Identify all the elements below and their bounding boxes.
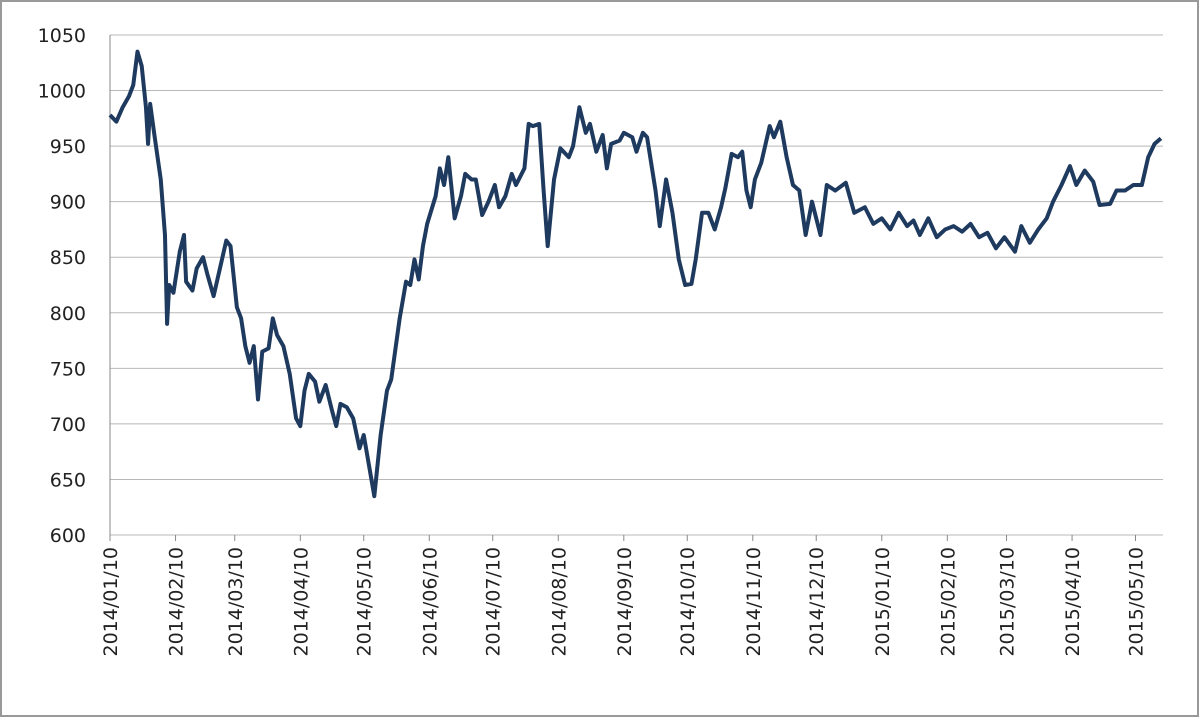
x-tick-label: 2014/10/10 <box>677 547 699 657</box>
x-tick-label: 2014/12/10 <box>806 547 828 657</box>
x-tick-label: 2015/04/10 <box>1062 547 1084 657</box>
y-tick-label: 900 <box>50 192 86 214</box>
data-line <box>108 49 1163 499</box>
x-tick-label: 2015/02/10 <box>937 547 959 657</box>
x-tick-label: 2015/01/10 <box>872 547 894 657</box>
x-tick-label: 2015/03/10 <box>997 547 1019 657</box>
y-tick-label: 800 <box>50 303 86 325</box>
y-tick-label: 850 <box>50 247 86 269</box>
x-tick-label: 2014/01/10 <box>100 547 122 657</box>
x-tick-label: 2014/03/10 <box>225 547 247 657</box>
x-tick-label: 2014/02/10 <box>166 547 188 657</box>
x-tick-label: 2014/05/10 <box>354 547 376 657</box>
y-tick-label: 1000 <box>38 81 86 103</box>
y-tick-label: 600 <box>50 525 86 547</box>
x-tick-label: 2014/11/10 <box>743 547 765 657</box>
x-tick-label: 2014/04/10 <box>290 547 312 657</box>
x-tick-label: 2015/05/10 <box>1126 547 1148 657</box>
y-tick-label: 700 <box>50 414 86 436</box>
x-tick-label: 2014/09/10 <box>614 547 636 657</box>
y-tick-label: 650 <box>50 469 86 491</box>
x-tick-label: 2014/06/10 <box>419 547 441 657</box>
x-tick-label: 2014/07/10 <box>483 547 505 657</box>
x-tick-label: 2014/08/10 <box>548 547 570 657</box>
y-tick-label: 750 <box>50 358 86 380</box>
y-tick-label: 950 <box>50 136 86 158</box>
y-tick-label: 1050 <box>38 25 86 47</box>
